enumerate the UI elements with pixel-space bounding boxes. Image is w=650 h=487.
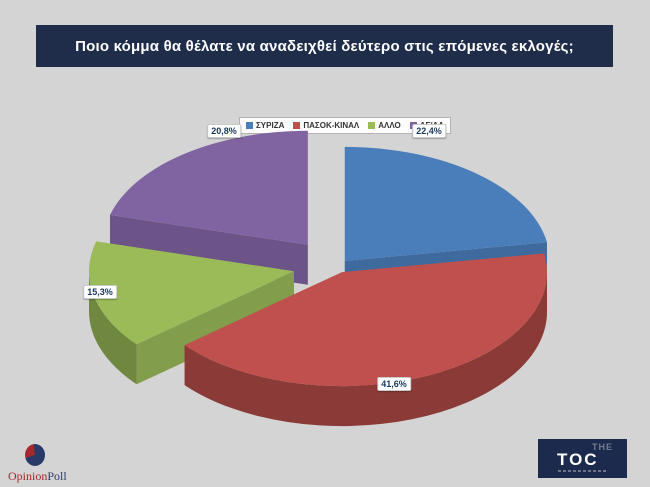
legend-label: ΣΥΡΙΖΑ	[256, 121, 285, 130]
opinionpoll-logo-icon	[25, 444, 45, 466]
legend-label: ΑΛΛΟ	[378, 121, 401, 130]
slice-label: 22,4%	[412, 124, 446, 138]
legend-item-syriza: ΣΥΡΙΖΑ	[246, 121, 284, 130]
slice-label: 20,8%	[207, 124, 241, 138]
opinionpoll-logo-text: OpinionPoll	[8, 469, 88, 484]
thetoc-logo-the: THE	[592, 442, 613, 452]
opinionpoll-text-opinion: Opinion	[8, 469, 48, 483]
legend-item-allo: ΑΛΛΟ	[368, 121, 401, 130]
slice-label: 15,3%	[83, 285, 117, 299]
thetoc-logo-tagline	[558, 470, 608, 472]
opinionpoll-text-poll: Poll	[47, 469, 67, 483]
opinionpoll-logo: OpinionPoll	[8, 444, 88, 484]
thetoc-logo-toc: TOC	[557, 450, 599, 469]
legend-swatch	[368, 122, 376, 129]
title-bar: Ποιο κόμμα θα θέλατε να αναδειχθεί δεύτε…	[36, 25, 613, 67]
legend-item-pasok-kinal: ΠΑΣΟΚ-ΚΙΝΑΛ	[293, 121, 359, 130]
slice-label: 41,6%	[377, 377, 411, 391]
chart-title: Ποιο κόμμα θα θέλατε να αναδειχθεί δεύτε…	[75, 37, 574, 55]
pie-slice	[184, 253, 548, 427]
thetoc-logo: THE TOC	[538, 439, 627, 478]
legend-swatch	[293, 122, 301, 129]
legend-label: ΠΑΣΟΚ-ΚΙΝΑΛ	[303, 121, 360, 130]
legend-swatch	[246, 122, 253, 129]
pie-slice	[89, 241, 295, 385]
